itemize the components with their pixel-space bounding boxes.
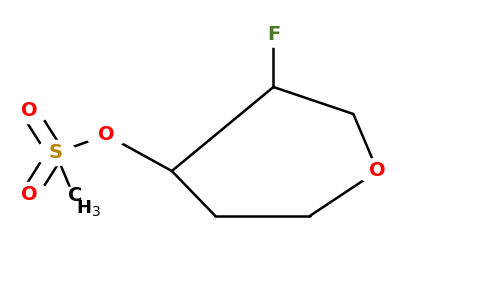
Text: H: H bbox=[76, 199, 91, 217]
Circle shape bbox=[86, 122, 127, 148]
Circle shape bbox=[357, 158, 398, 184]
Text: S: S bbox=[49, 143, 62, 163]
Text: O: O bbox=[369, 161, 386, 181]
Text: C: C bbox=[68, 186, 82, 206]
Text: O: O bbox=[21, 185, 37, 205]
Text: 3: 3 bbox=[92, 206, 101, 219]
Circle shape bbox=[253, 22, 294, 47]
Circle shape bbox=[55, 187, 95, 212]
Text: O: O bbox=[21, 101, 37, 121]
Circle shape bbox=[9, 182, 49, 208]
Circle shape bbox=[35, 140, 76, 166]
Text: O: O bbox=[98, 125, 115, 145]
Text: F: F bbox=[267, 25, 280, 44]
Circle shape bbox=[9, 98, 49, 124]
